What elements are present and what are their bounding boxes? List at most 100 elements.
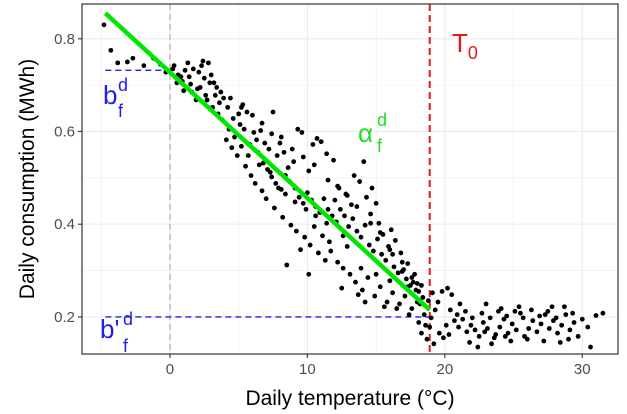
x-tick-label: 20 [436,361,453,378]
data-point [347,271,353,277]
data-point [446,332,452,337]
data-point [501,316,507,322]
data-point [236,111,242,117]
data-point [364,194,369,200]
data-point [379,251,385,257]
data-point [414,281,420,286]
data-point [223,137,229,143]
data-point [124,59,130,65]
data-point [361,159,367,165]
data-point [298,247,303,253]
data-point [299,130,305,135]
alpha-subscript: f [377,136,383,156]
data-point [200,58,206,64]
data-point [332,197,338,203]
data-point [447,307,453,313]
data-point [239,104,244,110]
data-point [181,88,187,94]
data-point [538,321,544,327]
data-point [217,100,222,106]
data-point [498,306,504,311]
data-point [402,293,408,299]
data-point [480,320,486,325]
data-point [373,200,379,206]
data-point [348,202,354,208]
data-point [335,259,341,265]
data-point [386,244,391,249]
data-point [373,271,379,277]
data-point [313,213,319,219]
data-point [306,168,312,174]
data-point [557,340,563,345]
data-point [534,329,540,335]
data-point [302,234,308,240]
alpha-annotation: α [358,118,373,148]
data-point [497,324,503,330]
data-point [256,162,262,168]
data-point [432,307,438,313]
data-point [203,92,209,98]
data-point [207,80,213,86]
data-point [354,204,360,209]
data-point [204,97,210,103]
data-point [358,265,364,271]
data-point [366,242,372,248]
data-point [322,257,328,263]
bfd-superscript: d [118,75,128,95]
data-point [306,271,312,277]
data-point [229,145,235,151]
data-point [460,316,466,322]
data-point [351,173,357,178]
bprimefd-superscript: d [123,309,133,329]
data-point [359,287,365,293]
data-point [420,295,426,300]
data-point [228,95,233,101]
data-point [325,177,331,183]
data-point [377,230,383,235]
data-point [365,275,371,280]
data-point [320,233,325,239]
data-point [232,134,237,140]
data-point [388,227,394,233]
data-point [241,126,247,132]
x-tick-label: 10 [299,361,316,378]
data-point [409,275,415,280]
data-point [307,242,313,248]
data-point [288,222,294,228]
data-point [178,74,184,80]
y-tick-label: 0.4 [54,216,75,233]
data-point [553,315,559,321]
data-point [425,298,431,304]
data-point [476,333,482,339]
data-point [273,181,279,186]
data-point [340,265,346,271]
data-point [443,322,449,328]
data-point [326,239,332,245]
data-point [566,336,571,342]
x-tick-label: 0 [166,361,174,378]
data-point [357,179,363,184]
y-tick-label: 0.8 [54,31,75,48]
data-point [272,205,277,211]
data-point [456,324,461,330]
alpha-superscript: d [377,110,387,130]
data-point [344,244,350,249]
data-point [541,338,547,344]
data-point [221,95,226,101]
data-point [524,336,530,342]
data-point [530,318,536,324]
data-point [276,185,281,191]
data-point [141,63,147,69]
data-point [199,63,204,69]
data-point [537,313,543,319]
data-point [318,139,324,145]
data-point [248,173,254,178]
data-point [516,304,522,310]
data-point [201,75,207,81]
data-point [300,154,306,160]
data-point [258,128,264,133]
data-point [457,301,463,307]
data-point [390,251,396,257]
data-point [454,312,460,317]
data-point [545,308,551,314]
